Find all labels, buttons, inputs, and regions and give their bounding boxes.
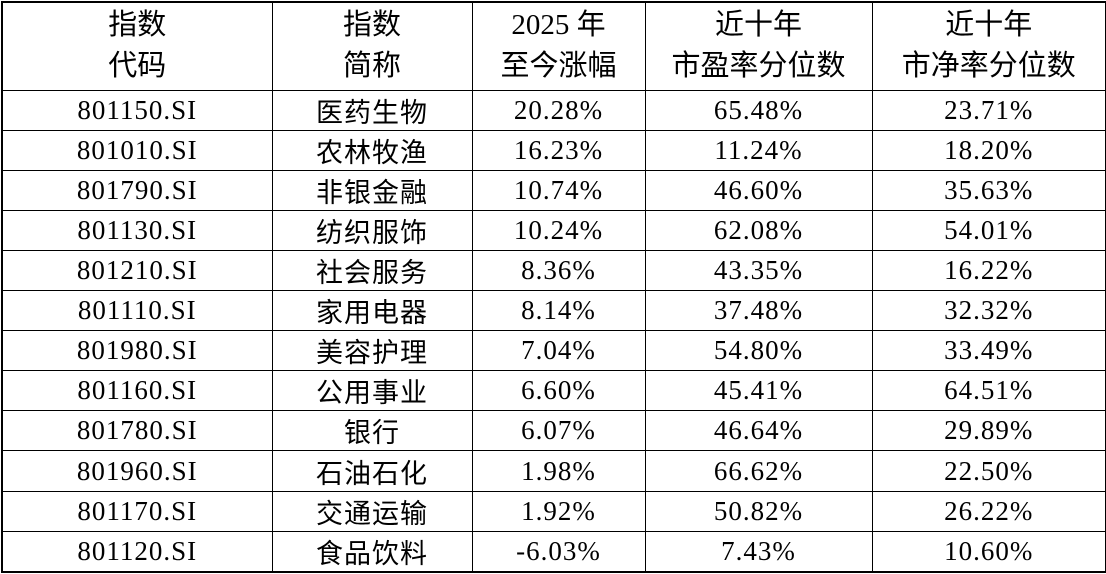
header-pe-percentile-line1: 近十年 bbox=[714, 9, 802, 42]
cell-code: 801110.SI bbox=[1, 290, 273, 332]
cell-pb: 33.49% bbox=[871, 330, 1106, 372]
header-index-name: 指数 简称 bbox=[271, 1, 473, 91]
header-pb-percentile-line2: 市净率分位数 bbox=[901, 50, 1076, 83]
cell-pb: 64.51% bbox=[871, 370, 1106, 412]
header-row: 指数 代码 指数 简称 2025 年 至今涨幅 近十年 市盈率分位数 近十年 bbox=[1, 1, 1106, 91]
cell-pe: 46.60% bbox=[644, 169, 873, 211]
cell-pe: 66.62% bbox=[644, 450, 873, 492]
table-header: 指数 代码 指数 简称 2025 年 至今涨幅 近十年 市盈率分位数 近十年 bbox=[1, 1, 1106, 91]
cell-pb: 54.01% bbox=[871, 209, 1106, 251]
cell-name: 银行 bbox=[271, 410, 473, 452]
cell-pe: 43.35% bbox=[644, 249, 873, 292]
table-row: 801790.SI 非银金融 10.74% 46.60% 35.63% bbox=[1, 169, 1106, 211]
table-row: 801960.SI 石油石化 1.98% 66.62% 22.50% bbox=[1, 450, 1106, 492]
cell-pe: 62.08% bbox=[644, 209, 873, 251]
cell-code: 801150.SI bbox=[1, 89, 273, 131]
cell-code: 801960.SI bbox=[1, 450, 273, 492]
cell-pe: 11.24% bbox=[644, 129, 873, 171]
cell-ytd: 6.07% bbox=[471, 410, 646, 452]
cell-name: 非银金融 bbox=[271, 169, 473, 211]
cell-name: 食品饮料 bbox=[271, 530, 473, 573]
cell-ytd: 20.28% bbox=[471, 89, 646, 131]
table-row: 801010.SI 农林牧渔 16.23% 11.24% 18.20% bbox=[1, 129, 1106, 171]
header-ytd-change-line2: 至今涨幅 bbox=[500, 50, 617, 83]
cell-code: 801980.SI bbox=[1, 330, 273, 372]
table-body: 801150.SI 医药生物 20.28% 65.48% 23.71% 801010.SI… bbox=[1, 89, 1106, 573]
header-ytd-change-line1: 2025 年 bbox=[511, 9, 606, 42]
cell-name: 农林牧渔 bbox=[271, 129, 473, 171]
header-index-name-line2: 简称 bbox=[342, 50, 401, 83]
cell-pe: 65.48% bbox=[644, 89, 873, 131]
header-pe-percentile: 近十年 市盈率分位数 bbox=[644, 1, 873, 91]
cell-pb: 22.50% bbox=[871, 450, 1106, 492]
header-pe-percentile-line2: 市盈率分位数 bbox=[671, 50, 846, 83]
cell-code: 801010.SI bbox=[1, 129, 273, 171]
cell-pe: 54.80% bbox=[644, 330, 873, 372]
cell-ytd: -6.03% bbox=[471, 530, 646, 573]
cell-ytd: 7.04% bbox=[471, 330, 646, 372]
cell-pe: 50.82% bbox=[644, 490, 873, 532]
cell-ytd: 6.60% bbox=[471, 370, 646, 412]
cell-pb: 16.22% bbox=[871, 249, 1106, 292]
header-index-code-line1: 指数 bbox=[108, 9, 167, 42]
table-row: 801150.SI 医药生物 20.28% 65.48% 23.71% bbox=[1, 89, 1106, 131]
table-row: 801130.SI 纺织服饰 10.24% 62.08% 54.01% bbox=[1, 209, 1106, 251]
cell-name: 医药生物 bbox=[271, 89, 473, 131]
table-row: 801170.SI 交通运输 1.92% 50.82% 26.22% bbox=[1, 490, 1106, 532]
cell-code: 801160.SI bbox=[1, 370, 273, 412]
cell-pb: 23.71% bbox=[871, 89, 1106, 131]
table-row: 801160.SI 公用事业 6.60% 45.41% 64.51% bbox=[1, 370, 1106, 412]
cell-code: 801780.SI bbox=[1, 410, 273, 452]
header-ytd-change: 2025 年 至今涨幅 bbox=[471, 1, 646, 91]
cell-ytd: 8.14% bbox=[471, 290, 646, 332]
cell-pb: 26.22% bbox=[871, 490, 1106, 532]
cell-code: 801120.SI bbox=[1, 530, 273, 573]
header-pb-percentile: 近十年 市净率分位数 bbox=[871, 1, 1106, 91]
cell-pe: 46.64% bbox=[644, 410, 873, 452]
table-row: 801780.SI 银行 6.07% 46.64% 29.89% bbox=[1, 410, 1106, 452]
cell-name: 纺织服饰 bbox=[271, 209, 473, 251]
header-index-name-line1: 指数 bbox=[342, 9, 401, 42]
header-index-code: 指数 代码 bbox=[1, 1, 273, 91]
table-row: 801980.SI 美容护理 7.04% 54.80% 33.49% bbox=[1, 330, 1106, 372]
table-row: 801120.SI 食品饮料 -6.03% 7.43% 10.60% bbox=[1, 530, 1106, 573]
cell-ytd: 10.74% bbox=[471, 169, 646, 211]
cell-pe: 45.41% bbox=[644, 370, 873, 412]
cell-pb: 35.63% bbox=[871, 169, 1106, 211]
cell-name: 家用电器 bbox=[271, 290, 473, 332]
cell-pb: 32.32% bbox=[871, 290, 1106, 332]
cell-pb: 29.89% bbox=[871, 410, 1106, 452]
table-row: 801110.SI 家用电器 8.14% 37.48% 32.32% bbox=[1, 290, 1106, 332]
cell-name: 交通运输 bbox=[271, 490, 473, 532]
cell-code: 801210.SI bbox=[1, 249, 273, 292]
cell-pb: 10.60% bbox=[871, 530, 1106, 573]
cell-ytd: 8.36% bbox=[471, 249, 646, 292]
cell-name: 美容护理 bbox=[271, 330, 473, 372]
cell-name: 石油石化 bbox=[271, 450, 473, 492]
cell-name: 公用事业 bbox=[271, 370, 473, 412]
cell-code: 801790.SI bbox=[1, 169, 273, 211]
table-row: 801210.SI 社会服务 8.36% 43.35% 16.22% bbox=[1, 249, 1106, 292]
cell-pe: 37.48% bbox=[644, 290, 873, 332]
cell-ytd: 16.23% bbox=[471, 129, 646, 171]
cell-name: 社会服务 bbox=[271, 249, 473, 292]
header-index-code-line2: 代码 bbox=[108, 50, 167, 83]
cell-pb: 18.20% bbox=[871, 129, 1106, 171]
header-pb-percentile-line1: 近十年 bbox=[945, 9, 1033, 42]
cell-code: 801130.SI bbox=[1, 209, 273, 251]
cell-code: 801170.SI bbox=[1, 490, 273, 532]
cell-ytd: 1.92% bbox=[471, 490, 646, 532]
cell-ytd: 10.24% bbox=[471, 209, 646, 251]
cell-pe: 7.43% bbox=[644, 530, 873, 573]
cell-ytd: 1.98% bbox=[471, 450, 646, 492]
